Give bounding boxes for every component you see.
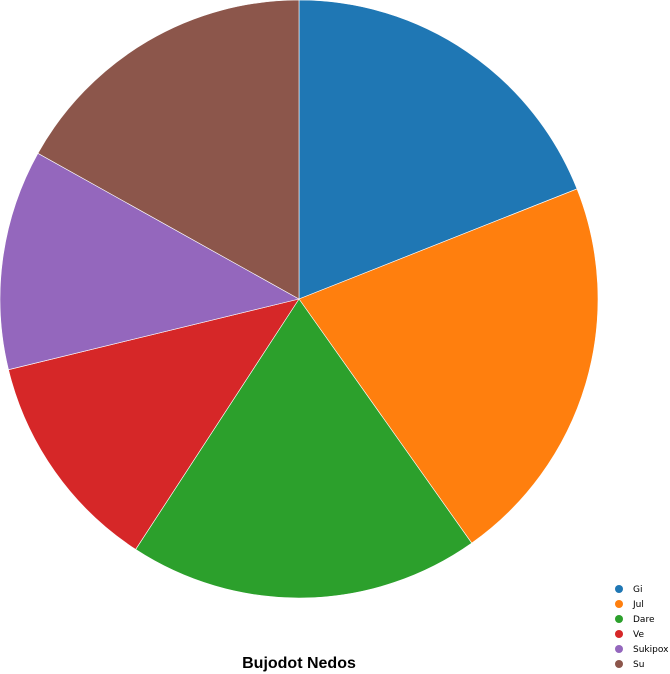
legend-marker-dare <box>615 615 623 623</box>
pie-slice-dare <box>135 298 473 599</box>
legend-marker-ve <box>615 630 623 638</box>
pie-slice-gi <box>298 0 578 300</box>
legend-marker-sukipox <box>615 645 623 653</box>
pie-slice-jul <box>298 188 599 544</box>
legend-marker-gi <box>615 585 623 593</box>
pie-slice-su <box>37 0 300 300</box>
legend-label-dare: Dare <box>633 615 655 625</box>
legend-label-su: Su <box>633 660 644 670</box>
legend-marker-su <box>615 660 623 668</box>
legend: Gi Jul Dare Ve Sukipox Su <box>615 585 669 670</box>
legend-label-jul: Jul <box>632 600 644 610</box>
legend-label-ve: Ve <box>633 630 644 640</box>
pie-slice-sukipox <box>0 152 300 371</box>
legend-label-gi: Gi <box>633 585 642 595</box>
pie-slices <box>0 0 599 599</box>
legend-label-sukipox: Sukipox <box>633 645 669 655</box>
chart-title: Bujodot Nedos <box>242 655 356 672</box>
legend-marker-jul <box>615 600 623 608</box>
pie-slice-ve <box>8 298 300 550</box>
